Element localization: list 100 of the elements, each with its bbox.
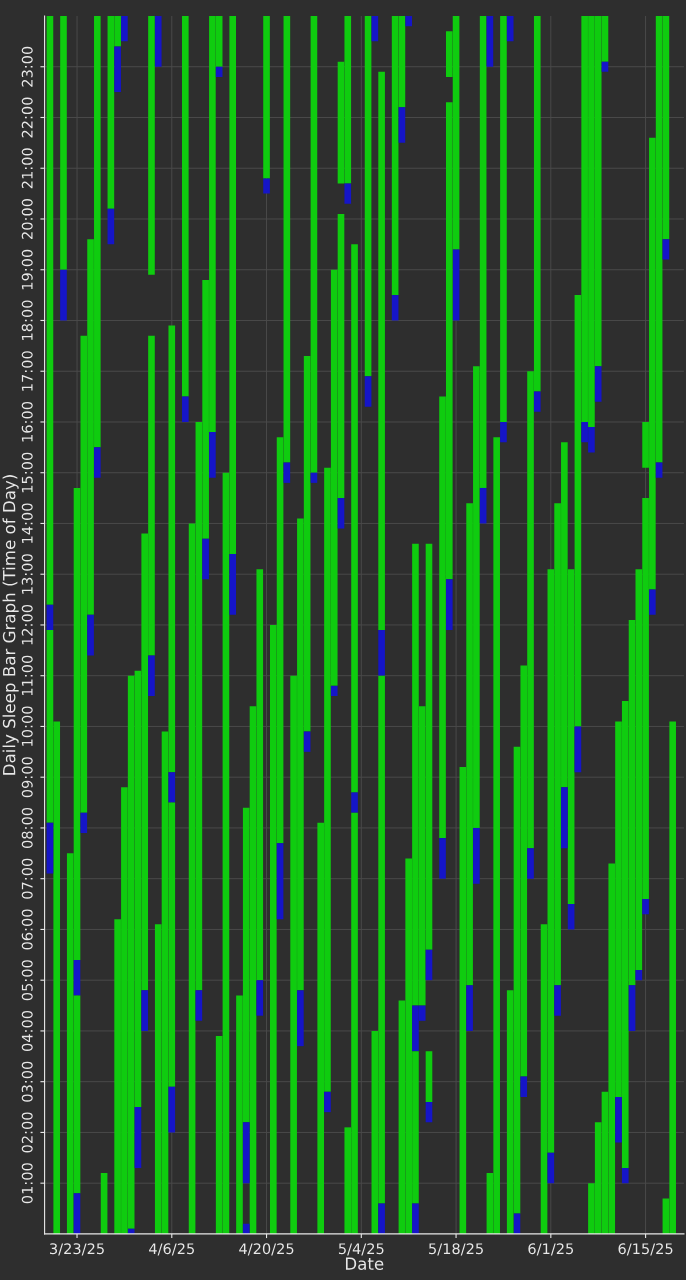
bar — [473, 827, 480, 884]
bar — [324, 1091, 331, 1113]
bar — [256, 980, 264, 1016]
bar — [168, 1086, 176, 1133]
bar — [168, 772, 176, 803]
y-tick-label: 13:00 — [21, 554, 33, 594]
y-tick-label: 09:00 — [21, 757, 33, 798]
bar — [94, 447, 101, 478]
bar — [520, 1076, 528, 1097]
bar — [445, 579, 453, 631]
bar — [621, 1167, 629, 1184]
y-tick-label: 23:00 — [21, 46, 33, 87]
bar — [364, 376, 372, 407]
bar — [662, 239, 670, 260]
bar — [114, 46, 121, 93]
y-tick-label: 19:00 — [21, 249, 33, 290]
bar — [378, 1203, 385, 1234]
y-tick-label: 17:00 — [21, 351, 33, 391]
x-tick-label: 5/18/25 — [429, 1243, 483, 1256]
bar — [148, 16, 155, 275]
y-tick-label: 08:00 — [21, 807, 33, 848]
bar — [242, 1122, 250, 1184]
y-tick-label: 22:00 — [21, 97, 33, 138]
bar — [628, 985, 636, 1031]
bar — [141, 990, 149, 1031]
bar — [134, 1107, 142, 1168]
bar — [554, 985, 561, 1016]
y-tick-label: 02:00 — [21, 1112, 33, 1153]
bar — [60, 16, 67, 270]
bar — [500, 16, 507, 422]
x-tick-label: 4/20/25 — [239, 1243, 294, 1256]
bar — [533, 391, 541, 412]
bar — [351, 244, 358, 793]
x-tick-label: 5/4/25 — [338, 1243, 384, 1256]
bar — [594, 366, 602, 402]
bar — [60, 269, 67, 321]
bar — [337, 498, 345, 529]
bar — [46, 16, 54, 605]
bar — [229, 553, 237, 615]
bar — [452, 249, 460, 321]
x-axis-title: Date — [345, 1257, 384, 1270]
bar — [297, 990, 304, 1047]
bar — [378, 71, 385, 631]
bar — [215, 66, 223, 77]
bar — [46, 822, 54, 874]
bar — [182, 16, 189, 397]
bar — [642, 898, 649, 915]
bar — [615, 1096, 622, 1143]
bar — [486, 16, 494, 67]
bar — [330, 685, 338, 697]
bar — [148, 655, 155, 697]
bar — [649, 589, 656, 615]
bar — [500, 421, 507, 443]
bar — [439, 838, 446, 879]
bar — [310, 472, 318, 483]
bar — [344, 183, 352, 204]
bar — [574, 726, 582, 773]
y-tick-label: 11:00 — [21, 655, 33, 696]
y-tick-label: 12:00 — [21, 604, 33, 645]
y-tick-label: 20:00 — [21, 198, 33, 239]
bar — [209, 432, 216, 478]
bar — [601, 61, 609, 72]
bar — [405, 16, 412, 27]
x-tick-label: 6/1/25 — [528, 1243, 574, 1256]
y-tick-label: 04:00 — [21, 1010, 33, 1051]
bar — [561, 787, 568, 849]
x-tick-label: 6/15/25 — [618, 1243, 673, 1256]
bar — [121, 16, 128, 42]
bar — [263, 178, 270, 194]
y-tick-label: 05:00 — [21, 960, 33, 1001]
bar — [364, 16, 372, 377]
bar — [263, 16, 270, 179]
bar — [195, 990, 203, 1021]
y-tick-label: 03:00 — [21, 1061, 33, 1102]
y-tick-label: 07:00 — [21, 858, 33, 899]
bar — [425, 1051, 433, 1102]
y-tick-label: 14:00 — [21, 503, 33, 543]
bar — [80, 812, 88, 834]
x-tick-label: 4/6/25 — [149, 1243, 194, 1256]
y-axis-title: Daily Sleep Bar Graph (Time of Day) — [2, 475, 19, 775]
bar — [378, 630, 385, 676]
bar — [276, 843, 284, 920]
y-tick-label: 10:00 — [21, 706, 33, 746]
bar — [398, 107, 406, 143]
bar — [242, 1223, 250, 1234]
y-tick-label: 06:00 — [21, 909, 33, 950]
bar — [202, 538, 209, 580]
y-tick-label: 15:00 — [21, 452, 33, 493]
bar — [182, 396, 189, 422]
y-tick-label: 01:00 — [21, 1163, 33, 1204]
bar — [351, 792, 358, 813]
bar — [154, 16, 162, 67]
y-tick-label: 21:00 — [21, 148, 33, 189]
bar — [412, 1203, 419, 1234]
bar — [87, 614, 94, 656]
bar — [506, 16, 514, 42]
bar — [527, 848, 534, 879]
x-tick-label: 3/23/25 — [50, 1243, 104, 1256]
y-tick-label: 18:00 — [21, 300, 33, 340]
y-tick-label: 16:00 — [21, 401, 33, 442]
